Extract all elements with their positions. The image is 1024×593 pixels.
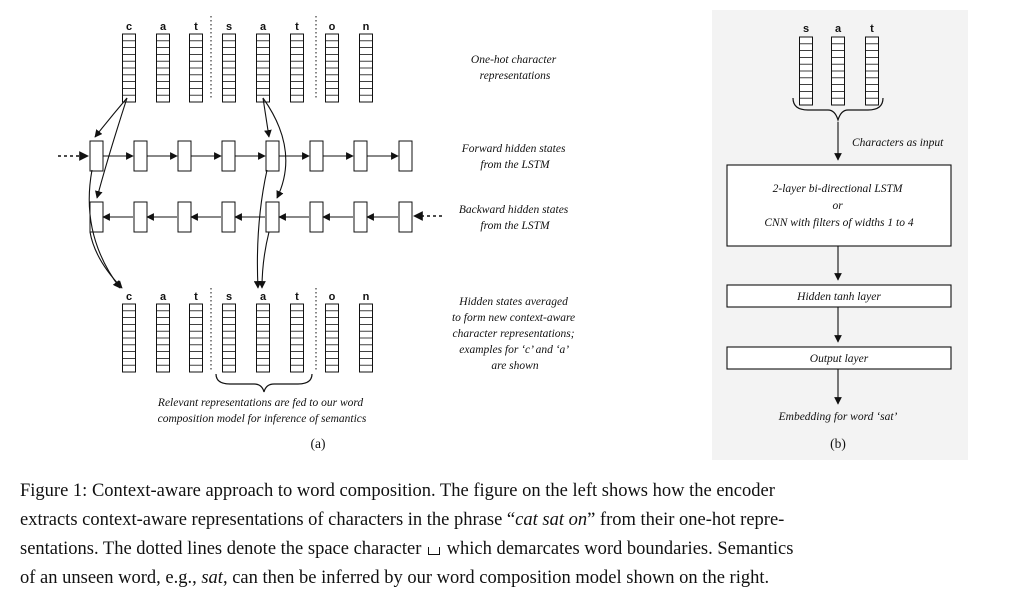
top-char-label: c	[126, 21, 132, 33]
top-char-label: a	[160, 21, 167, 33]
label-averaged: Hidden states averaged to form new conte…	[452, 296, 578, 372]
bottom-char-label: t	[295, 291, 299, 303]
forward-state-cell	[221, 140, 236, 172]
label-chars-input: Characters as input	[852, 137, 944, 149]
b-char-label: a	[835, 23, 842, 35]
onehot-vector	[325, 33, 339, 103]
context-vector	[189, 303, 203, 373]
b-char-label: t	[870, 23, 874, 35]
forward-state-cell	[309, 140, 324, 172]
forward-state-cell	[398, 140, 413, 172]
c-flow-arrows	[88, 97, 128, 289]
forward-state-cell	[133, 140, 148, 172]
bottom-char-label: o	[329, 291, 336, 303]
backward-state-cell	[221, 201, 236, 233]
bottom-char-label: n	[363, 291, 370, 303]
onehot-vector	[290, 33, 304, 103]
bottom-char-label: s	[226, 291, 232, 303]
backward-state-cell	[398, 201, 413, 233]
forward-state-cell	[353, 140, 368, 172]
onehot-vector	[189, 33, 203, 103]
top-char-label: n	[363, 21, 370, 33]
box-lstm-text: 2-layer bi-directional LSTM or CNN with …	[764, 183, 913, 229]
backward-state-cell	[133, 201, 148, 233]
box-output-text: Output layer	[810, 353, 869, 365]
bottom-context-vectors	[122, 303, 373, 373]
caption-line-3a: sentations. The dotted lines denote the …	[20, 539, 422, 559]
brace-bottom-sat	[215, 373, 313, 393]
label-backward: Backward hidden states from the LSTM	[459, 204, 571, 232]
b-onehot-vector	[831, 36, 845, 106]
onehot-vector	[359, 33, 373, 103]
backward-state-cell	[265, 201, 280, 233]
top-char-label: a	[260, 21, 267, 33]
context-vector	[222, 303, 236, 373]
context-vector	[290, 303, 304, 373]
onehot-vector	[256, 33, 270, 103]
b-onehot-vector	[865, 36, 879, 106]
context-vector	[122, 303, 136, 373]
caption-line-2a: extracts context-aware representations o…	[20, 510, 516, 530]
caption-line-4: of an unseen word, e.g., sat, can then b…	[20, 564, 1000, 593]
caption-phrase: cat sat on	[515, 510, 588, 530]
b-char-label: s	[803, 23, 809, 35]
box-lstm	[726, 164, 952, 247]
context-vector	[256, 303, 270, 373]
sublabel-a: (a)	[311, 436, 326, 451]
panel-a	[40, 10, 650, 460]
bottom-char-label: t	[194, 291, 198, 303]
context-vector	[325, 303, 339, 373]
backward-hidden-states	[89, 201, 413, 233]
top-char-label: t	[194, 21, 198, 33]
context-vector	[156, 303, 170, 373]
figure-caption: Figure 1: Context-aware approach to word…	[20, 477, 1000, 593]
backward-state-cell	[177, 201, 192, 233]
b-onehot-vectors	[799, 36, 879, 106]
onehot-vector	[122, 33, 136, 103]
space-char-icon	[428, 547, 440, 555]
label-onehot: One-hot character representations	[471, 54, 559, 82]
label-relevant: Relevant representations are fed to our …	[157, 397, 367, 425]
caption-line-4b: , can then be inferred by our word compo…	[222, 568, 770, 588]
caption-line-4a: of an unseen word, e.g.,	[20, 568, 202, 588]
caption-line-1: Figure 1: Context-aware approach to word…	[20, 481, 775, 501]
sublabel-b: (b)	[830, 436, 846, 451]
top-char-label: t	[295, 21, 299, 33]
brace-b-input	[792, 97, 884, 123]
label-embedding: Embedding for word ‘sat’	[778, 411, 898, 423]
box-hidden-text: Hidden tanh layer	[796, 291, 881, 303]
forward-state-cell	[89, 140, 104, 172]
backward-state-cell	[309, 201, 324, 233]
caption-line-2b: ” from their one-hot repre-	[587, 510, 785, 530]
forward-state-cell	[177, 140, 192, 172]
bottom-char-label: c	[126, 291, 132, 303]
caption-line-3b: which demarcates word boundaries. Semant…	[446, 539, 794, 559]
box-output-layer	[726, 346, 952, 370]
forward-state-cell	[265, 140, 280, 172]
forward-hidden-states	[89, 140, 413, 172]
figure-diagram: c a t s a t o n c a t s a t o n One-hot character repr…	[40, 10, 968, 460]
top-onehot-vectors	[122, 33, 373, 103]
onehot-vector	[222, 33, 236, 103]
top-char-label: s	[226, 21, 232, 33]
b-onehot-vector	[799, 36, 813, 106]
box-hidden-tanh	[726, 284, 952, 308]
bottom-char-label: a	[260, 291, 267, 303]
caption-line-2: extracts context-aware representations o…	[20, 506, 1000, 535]
caption-word: sat	[201, 568, 223, 588]
a-flow-arrows	[253, 97, 287, 289]
label-forward: Forward hidden states from the LSTM	[461, 143, 569, 171]
onehot-vector	[156, 33, 170, 103]
backward-state-cell	[353, 201, 368, 233]
context-vector	[359, 303, 373, 373]
top-char-label: o	[329, 21, 336, 33]
bottom-char-label: a	[160, 291, 167, 303]
caption-line-3: sentations. The dotted lines denote the …	[20, 535, 1000, 564]
